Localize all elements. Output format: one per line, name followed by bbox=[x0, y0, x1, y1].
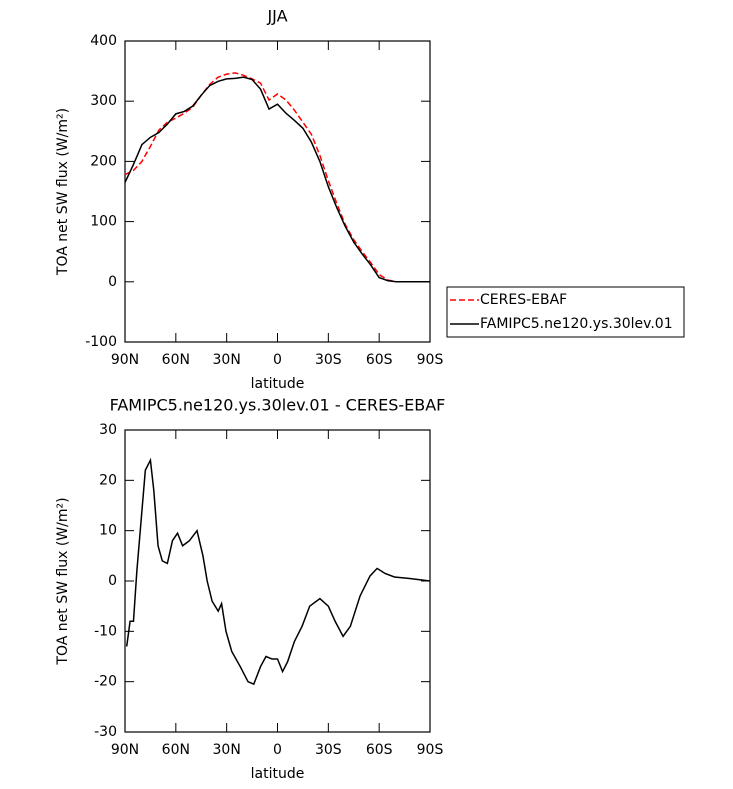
legend-label: CERES-EBAF bbox=[480, 292, 567, 308]
y-tick-label: 400 bbox=[90, 33, 117, 49]
y-tick-label: 200 bbox=[90, 153, 117, 169]
data-line bbox=[124, 72, 430, 283]
x-tick-label: 90S bbox=[417, 352, 444, 368]
x-tick-label: 30N bbox=[213, 352, 241, 368]
x-tick-label: 30N bbox=[213, 742, 241, 758]
y-tick-label: 0 bbox=[108, 573, 117, 589]
chart-title: JJA bbox=[266, 7, 287, 26]
y-tick-label: -10 bbox=[94, 623, 117, 639]
x-tick-label: 60N bbox=[162, 742, 190, 758]
x-tick-label: 60S bbox=[366, 742, 393, 758]
x-tick-label: 30S bbox=[315, 742, 342, 758]
x-tick-label: 90N bbox=[111, 742, 139, 758]
y-tick-label: 10 bbox=[99, 523, 117, 539]
legend-label: FAMIPC5.ne120.ys.30lev.01 bbox=[480, 316, 673, 332]
chart-title: FAMIPC5.ne120.ys.30lev.01 - CERES-EBAF bbox=[110, 396, 446, 415]
y-tick-label: 20 bbox=[99, 472, 117, 488]
data-line bbox=[124, 76, 430, 283]
x-tick-label: 60S bbox=[366, 352, 393, 368]
y-tick-label: 300 bbox=[90, 93, 117, 109]
y-tick-label: 100 bbox=[90, 214, 117, 230]
legend-box bbox=[446, 286, 685, 338]
y-tick-label: -100 bbox=[85, 334, 117, 350]
y-tick-label: 30 bbox=[99, 422, 117, 438]
x-axis-label: latitude bbox=[251, 766, 305, 782]
y-tick-label: 0 bbox=[108, 274, 117, 290]
y-tick-label: -30 bbox=[94, 724, 117, 740]
plot-frame bbox=[124, 40, 431, 343]
x-tick-label: 60N bbox=[162, 352, 190, 368]
data-line bbox=[125, 457, 431, 686]
y-tick-label: -20 bbox=[94, 674, 117, 690]
y-axis-label: TOA net SW flux (W/m²) bbox=[55, 497, 71, 665]
x-tick-label: 30S bbox=[315, 352, 342, 368]
plot-frame bbox=[124, 429, 431, 733]
x-tick-label: 0 bbox=[273, 742, 282, 758]
x-tick-label: 90S bbox=[417, 742, 444, 758]
x-tick-label: 0 bbox=[273, 352, 282, 368]
x-tick-label: 90N bbox=[111, 352, 139, 368]
y-axis-label: TOA net SW flux (W/m²) bbox=[55, 108, 71, 276]
x-axis-label: latitude bbox=[251, 376, 305, 392]
